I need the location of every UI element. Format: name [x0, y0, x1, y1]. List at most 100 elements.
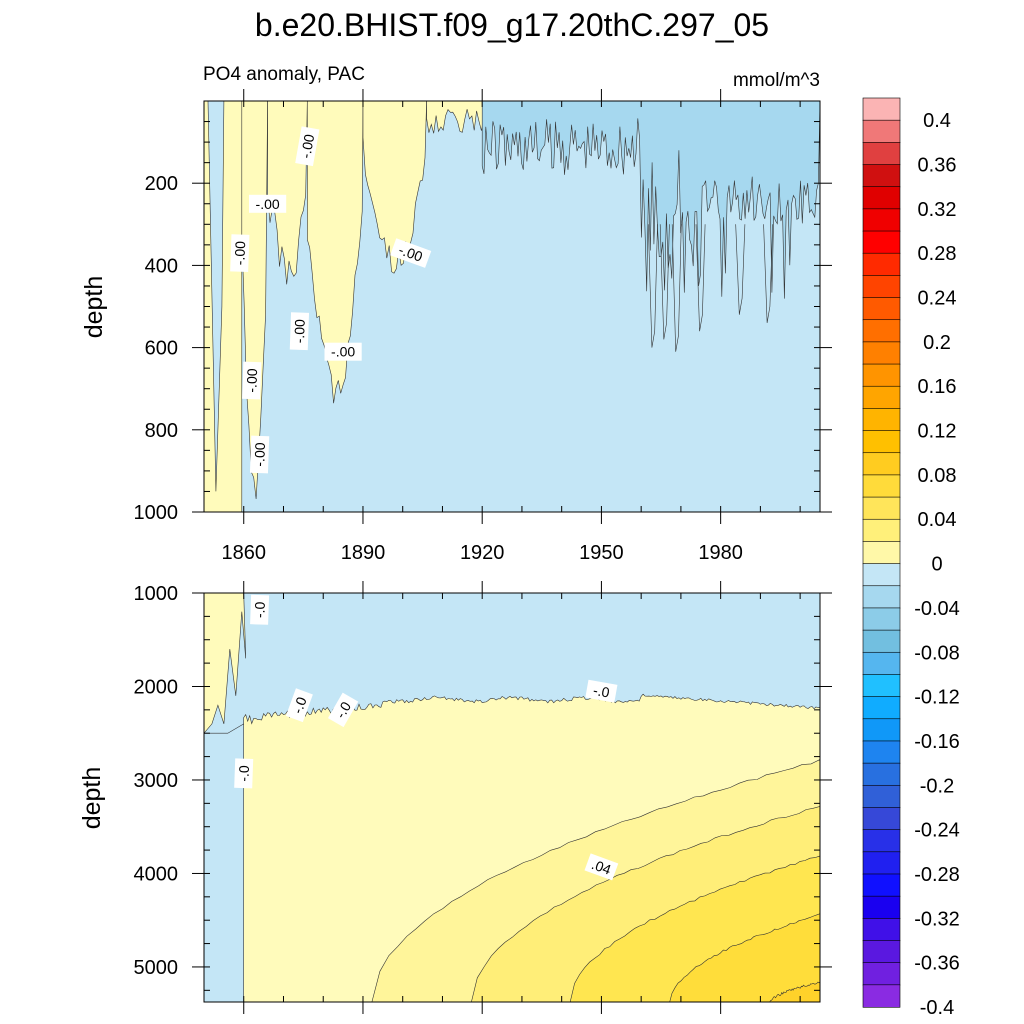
contour-label: -.00 [242, 361, 262, 400]
contour-line [735, 224, 746, 315]
contour-label: -.0 [327, 692, 359, 728]
x-tick-label: 1920 [460, 542, 505, 564]
colorbar-swatch [862, 541, 901, 565]
y-tick-label: 200 [145, 173, 178, 195]
colorbar-label: 0.4 [923, 110, 951, 132]
contour-label-text: -.0 [251, 601, 268, 618]
colorbar-swatch [862, 629, 901, 653]
y-tick-label: 600 [145, 338, 178, 360]
colorbar-label: 0.36 [918, 155, 957, 177]
colorbar-swatch [862, 97, 901, 121]
colorbar-swatch [862, 563, 901, 587]
y-tick-label: 400 [145, 255, 178, 277]
neg-region [204, 723, 244, 1002]
contour-label-bg [249, 435, 270, 474]
colorbar-label: -0.36 [914, 953, 960, 975]
contour-line [763, 224, 773, 323]
colorbar-label: 0.12 [918, 421, 957, 443]
contour-label-text: -.00 [256, 196, 280, 212]
colorbar-swatch [862, 807, 901, 831]
contour-label-bg [242, 361, 262, 400]
contour-line [695, 224, 706, 332]
contour-label-text: -.0 [332, 699, 354, 721]
colorbar-label: -0.12 [914, 687, 960, 709]
chart-subtitle-right: mmol/m^3 [733, 70, 820, 91]
colorbar-swatch [862, 651, 901, 676]
contour-label: -.0 [585, 679, 618, 703]
contour-label-bg [585, 679, 618, 703]
contour-line [648, 224, 658, 348]
contour-label-bg [584, 853, 619, 881]
colorbar-swatch [862, 873, 901, 897]
x-tick-label: 1950 [579, 542, 624, 564]
colorbar-swatch [862, 962, 901, 986]
lower-panel: 1000 2000 3000 4000 5000 -.0 -.0 -.0 -.0 -.0 .04 [134, 581, 832, 1014]
neg-region [481, 101, 820, 299]
contour-label-text: -.00 [331, 344, 355, 360]
lower-fill-layer [204, 593, 820, 1002]
contour-label-text: -.0 [289, 695, 310, 716]
colorbar-swatch [862, 762, 901, 786]
colorbar-label: 0.08 [918, 465, 957, 487]
contour-line [659, 224, 670, 340]
colorbar-swatch [862, 275, 901, 299]
colorbar-swatch [862, 186, 901, 210]
colorbar-swatch [862, 208, 901, 232]
colorbar-label: -0.4 [920, 997, 954, 1019]
contour-label-text: .04 [590, 856, 614, 878]
contour-label: -.00 [390, 238, 432, 268]
colorbar-label: 0.28 [918, 243, 957, 265]
contour-label: -.00 [230, 234, 250, 273]
pos-region [307, 101, 364, 404]
contour-label: -.0 [234, 758, 254, 789]
colorbar-label: -0.08 [914, 642, 960, 664]
plot-frame [203, 592, 821, 1003]
colorbar-swatch [862, 230, 901, 254]
colorbar-swatch [862, 984, 901, 1008]
colorbar-label: 0.2 [923, 332, 951, 354]
contour-label-bg [324, 342, 362, 361]
contour-label-bg [327, 692, 359, 728]
contour-label: -.00 [295, 126, 320, 167]
contour-label-bg [230, 234, 250, 273]
contour-label-text: -.00 [291, 319, 308, 344]
colorbar-swatch [862, 119, 901, 143]
colorbar-label: 0.32 [918, 199, 957, 221]
contour-label-text: -.00 [243, 368, 260, 393]
contour-label: -.00 [289, 312, 310, 351]
contour-label-text: -.00 [251, 442, 268, 467]
contour-label-bg [289, 312, 310, 351]
contour-label: -.00 [249, 435, 270, 474]
colorbar-swatch [862, 252, 901, 276]
upper-panel: 1860 1890 1920 1950 1980 200 400 600 800 1000 -.00… [134, 89, 832, 564]
pos-region [426, 101, 491, 134]
colorbar-label: -0.04 [914, 598, 960, 620]
colorbar-swatch [862, 740, 901, 764]
contour-label-bg [285, 688, 313, 723]
colorbar-label: -0.2 [920, 775, 954, 797]
contour-line [671, 224, 682, 352]
neg-region [207, 101, 225, 492]
colorbar-swatch [862, 452, 901, 476]
colorbar-swatch [862, 363, 901, 387]
contour-label-text: -.0 [235, 765, 252, 782]
x-tick-label: 1890 [341, 542, 386, 564]
colorbar-swatch [862, 895, 901, 919]
colorbar-swatch [862, 696, 901, 720]
colorbar-swatch [862, 430, 901, 454]
contour-label-text: -.00 [231, 241, 248, 266]
colorbar-swatch [862, 718, 901, 742]
colorbar-swatch [862, 585, 901, 609]
colorbar-label: 0 [931, 554, 942, 576]
y-axis-label-upper: depth [80, 276, 108, 339]
y-tick-label: 2000 [134, 676, 179, 698]
contour-label-text: -.0 [592, 682, 611, 701]
contour-label-text: -.00 [297, 133, 317, 160]
contour-label-bg [249, 194, 287, 213]
colorbar-swatch [862, 408, 901, 432]
colorbar-swatch [862, 784, 901, 809]
colorbar-swatch [862, 607, 901, 631]
colorbar-swatch [862, 385, 901, 409]
chart-title: b.e20.BHIST.f09_g17.20thC.297_05 [255, 7, 769, 43]
